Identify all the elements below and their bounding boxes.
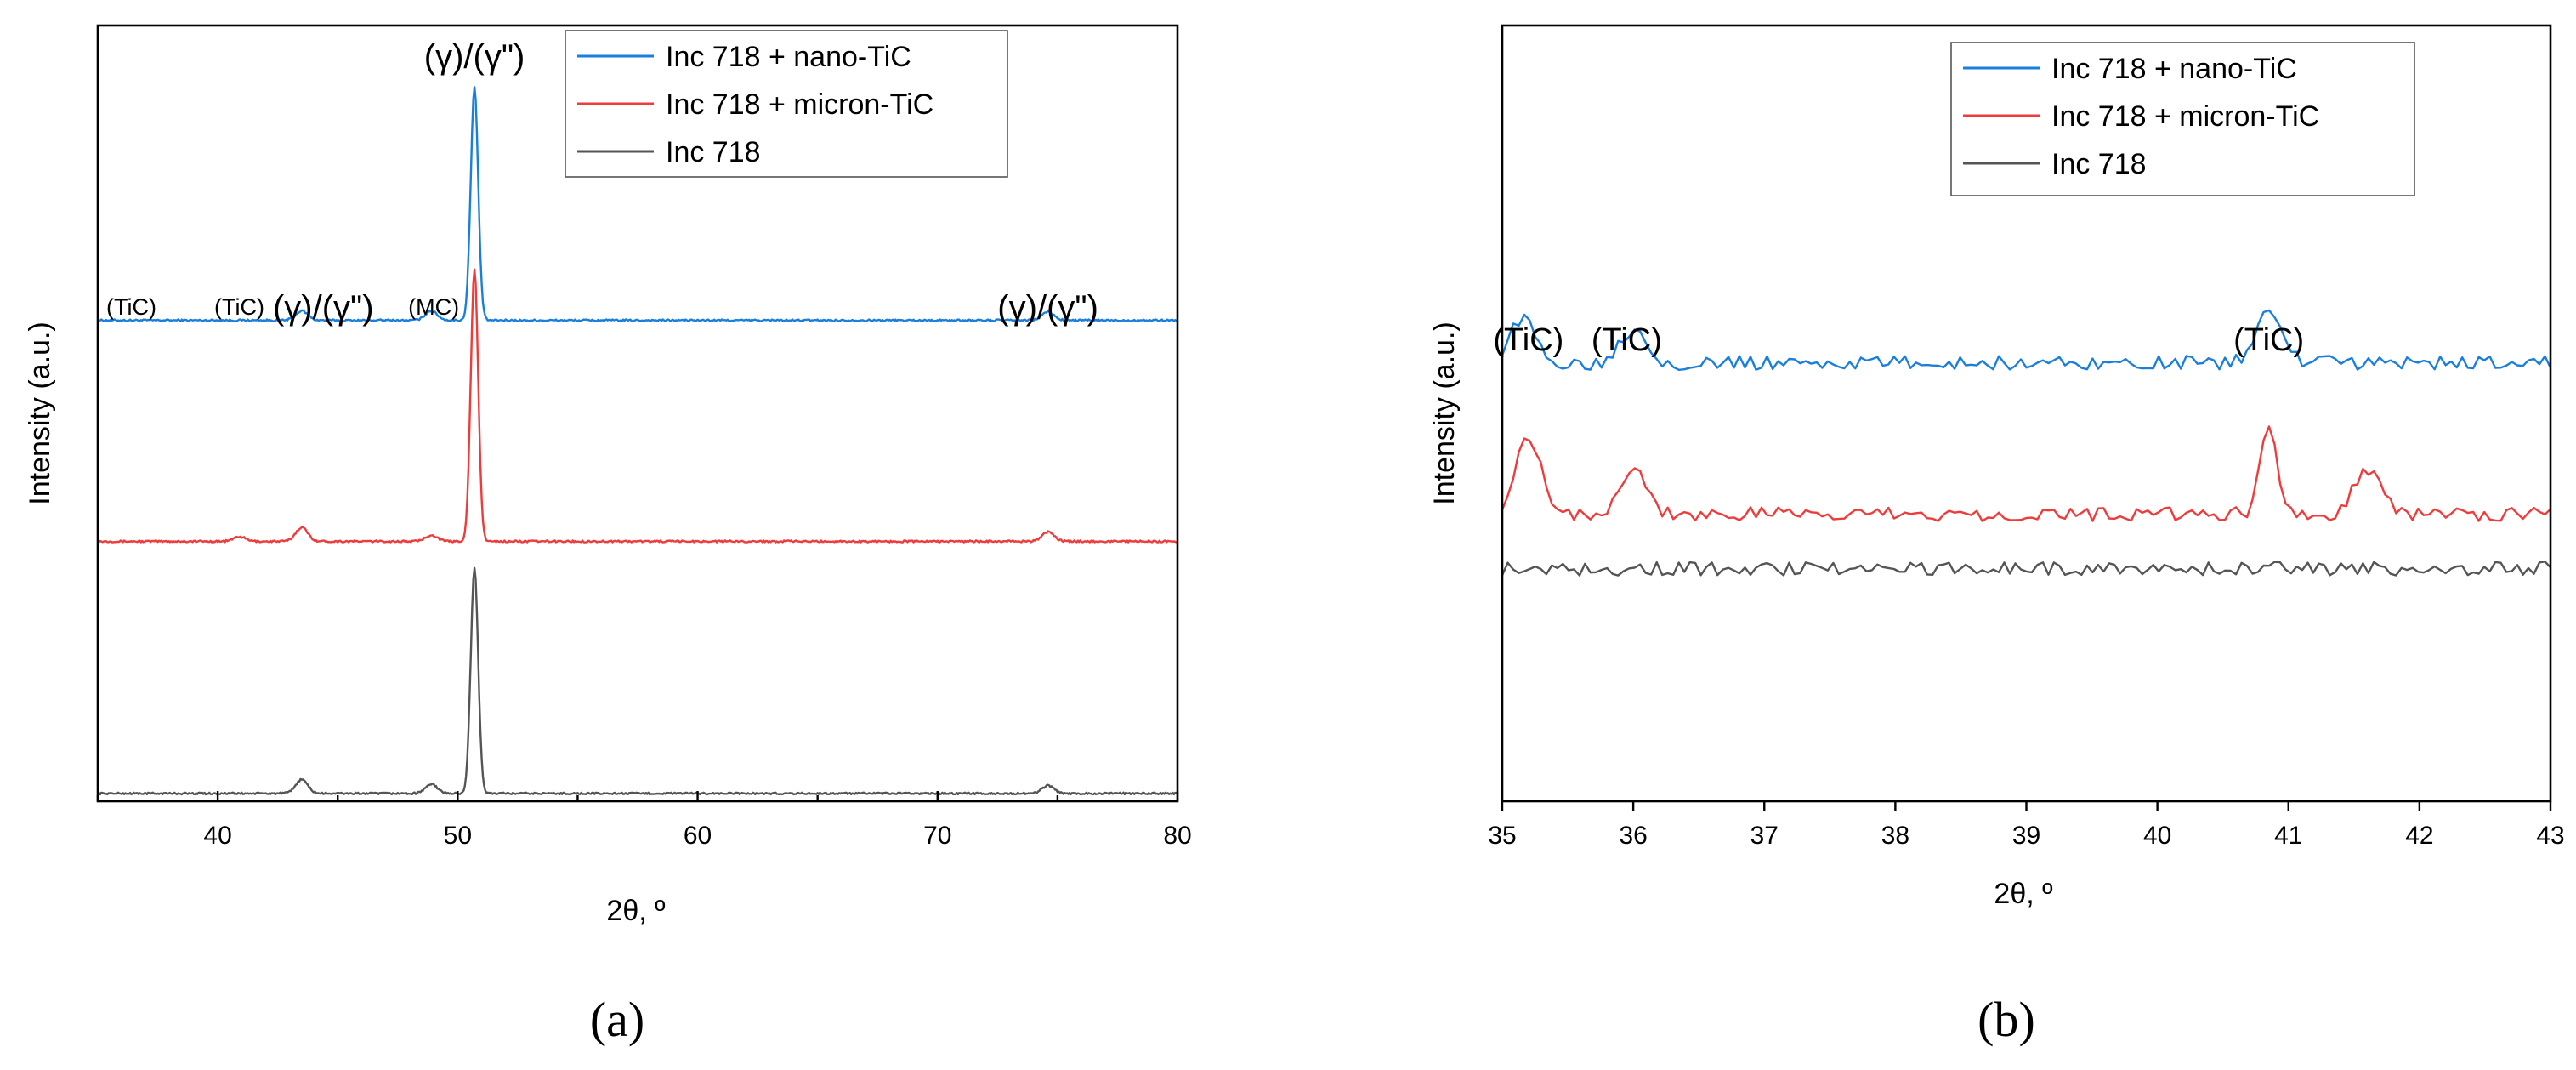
panel-a-series-group bbox=[97, 86, 1178, 796]
panel-a-annotations: (TiC) (TiC) (γ)/(γ") (MC) (γ)/(γ") (γ)/(γ") bbox=[106, 38, 1098, 327]
x-tick-label: 42 bbox=[2405, 822, 2433, 850]
x-tick-label: 35 bbox=[1488, 822, 1516, 850]
peak-annotation: (MC) bbox=[408, 294, 459, 320]
panel-a-x-axis-label: 2θ, º bbox=[606, 895, 665, 927]
panel-a-series-inc-718-micron-tic bbox=[97, 268, 1178, 544]
panel-a-legend: Inc 718 + nano-TiC Inc 718 + micron-TiC In… bbox=[565, 30, 1008, 178]
panel-b-series-inc-718 bbox=[1501, 561, 2551, 577]
peak-annotation: (γ)/(γ") bbox=[424, 38, 525, 76]
x-tick-label: 36 bbox=[1619, 822, 1647, 850]
peak-annotation: (TiC) bbox=[2233, 322, 2304, 358]
panel-a-label: (a) bbox=[590, 992, 644, 1047]
panel-a-series-inc-718-nano-tic bbox=[97, 86, 1178, 322]
legend-entry-label: Inc 718 bbox=[2051, 148, 2147, 180]
peak-annotation: (TiC) bbox=[1493, 322, 1563, 358]
x-tick-label: 37 bbox=[1750, 822, 1779, 850]
panel-b-series-group bbox=[1501, 309, 2552, 577]
panel-a-plot-frame bbox=[96, 24, 1179, 803]
x-tick-label: 41 bbox=[2274, 822, 2302, 850]
legend-entry-label: Inc 718 bbox=[666, 136, 761, 168]
panel-a-series-inc-718 bbox=[97, 566, 1178, 796]
panel-b-legend: Inc 718 + nano-TiC Inc 718 + micron-TiC In… bbox=[1950, 42, 2415, 196]
panel-a-chart: 40 50 60 70 80 (TiC) (TiC) (γ)/(γ") (MC) (γ)/(γ"… bbox=[24, 24, 1192, 1047]
peak-annotation: (TiC) bbox=[214, 294, 264, 320]
x-tick-label: 40 bbox=[203, 822, 231, 850]
x-tick-label: 39 bbox=[2012, 822, 2040, 850]
panel-b-series-inc-718-micron-tic bbox=[1501, 425, 2551, 522]
x-tick-label: 70 bbox=[923, 822, 951, 850]
legend-entry-label: Inc 718 + micron-TiC bbox=[2051, 100, 2319, 133]
peak-annotation: (TiC) bbox=[106, 294, 156, 320]
panel-b-label: (b) bbox=[1977, 992, 2035, 1047]
panel-b-annotations: (TiC) (TiC) (TiC) bbox=[1493, 322, 2304, 358]
panel-a-x-ticks: 40 50 60 70 80 bbox=[96, 791, 1192, 850]
x-tick-label: 80 bbox=[1163, 822, 1191, 850]
x-tick-label: 40 bbox=[2143, 822, 2171, 850]
x-tick-label: 43 bbox=[2536, 822, 2564, 850]
x-tick-label: 50 bbox=[444, 822, 472, 850]
x-tick-label: 38 bbox=[1881, 822, 1909, 850]
panel-b-x-axis-label: 2θ, º bbox=[1994, 878, 2052, 910]
panel-b-y-axis-label: Intensity (a.u.) bbox=[1428, 322, 1461, 504]
legend-entry-label: Inc 718 + micron-TiC bbox=[666, 88, 933, 121]
panel-a-y-axis-label: Intensity (a.u.) bbox=[24, 322, 56, 504]
panel-b-x-ticks: 35 36 37 38 39 40 41 42 43 bbox=[1488, 801, 2565, 850]
panel-b-series-inc-718-nano-tic bbox=[1501, 309, 2552, 371]
peak-annotation: (γ)/(γ") bbox=[273, 289, 374, 327]
panel-b-chart: 35 36 37 38 39 40 41 42 43 (TiC) (TiC) (TiC) Inc 7… bbox=[1428, 24, 2565, 1047]
x-tick-label: 60 bbox=[684, 822, 712, 850]
peak-annotation: (γ)/(γ") bbox=[997, 289, 1098, 327]
peak-annotation: (TiC) bbox=[1592, 322, 1662, 358]
legend-entry-label: Inc 718 + nano-TiC bbox=[2051, 53, 2297, 85]
legend-entry-label: Inc 718 + nano-TiC bbox=[666, 41, 911, 73]
